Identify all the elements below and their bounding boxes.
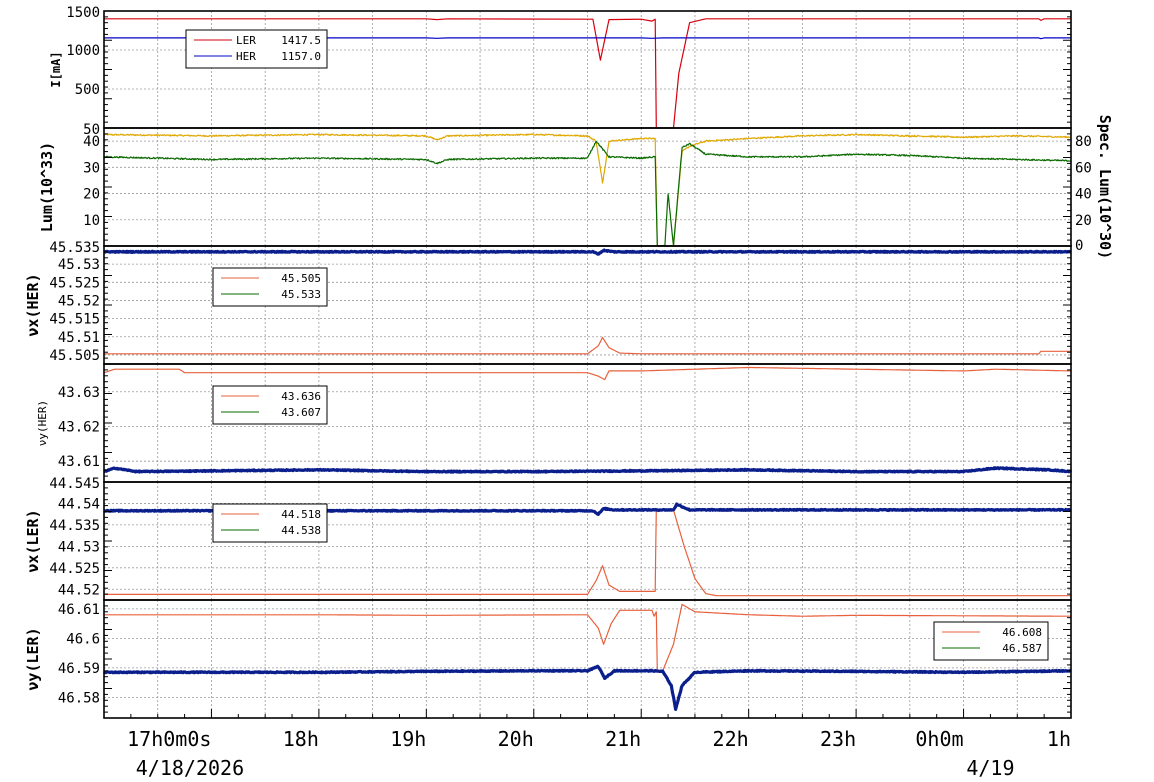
series-line-1-0 <box>103 133 1072 247</box>
y-axis-label: I[mA] <box>49 51 63 87</box>
y-tick-label: 45.51 <box>58 330 100 346</box>
x-tick-label: 1h <box>1047 727 1071 751</box>
x-tick-label: 20h <box>498 727 534 751</box>
x-tick-label: 19h <box>390 727 426 751</box>
y-tick-label: 44.54 <box>58 496 100 512</box>
x-date-label: 4/18/2026 <box>136 756 244 780</box>
legend-value: 45.505 <box>281 272 321 285</box>
y2-tick-label: 0 <box>1075 238 1083 254</box>
y-tick-label: 44.52 <box>58 582 100 598</box>
x-tick-label: 22h <box>713 727 749 751</box>
y2-axis-label: Spec. Lum(10^30) <box>1096 115 1114 260</box>
y-tick-label: 45.525 <box>49 275 100 291</box>
series-line-5-0 <box>103 603 1072 672</box>
y-tick-label: 46.61 <box>58 602 100 618</box>
series-line-5-2 <box>102 664 1073 712</box>
y-tick-label: 45.535 <box>49 240 100 256</box>
legend-box <box>185 29 328 69</box>
x-tick-label: 21h <box>605 727 641 751</box>
y-tick-label: 45.53 <box>58 257 100 273</box>
y-tick-label: 44.525 <box>49 561 100 577</box>
y-tick-label: 45.505 <box>49 348 100 364</box>
legend-value: 46.587 <box>1002 642 1042 655</box>
y-tick-label: 40 <box>83 134 100 150</box>
y2-tick-label: 40 <box>1075 187 1092 203</box>
y-tick-label: 30 <box>83 160 100 176</box>
y-axis-label: νx(HER) <box>24 273 42 336</box>
legend-value: 1157.0 <box>281 50 321 63</box>
series-line-1-1 <box>103 140 1072 247</box>
legend-value: 45.533 <box>281 288 321 301</box>
legend-box <box>212 385 328 425</box>
legend-value: 44.518 <box>281 508 321 521</box>
x-tick-label: 23h <box>820 727 856 751</box>
x-tick-label: 0h0m <box>915 727 963 751</box>
frame-layer <box>103 10 1072 719</box>
series-line-2-0 <box>103 336 1072 355</box>
legend-value: 43.607 <box>281 406 321 419</box>
y-tick-label: 43.61 <box>58 454 100 470</box>
y-axis-label: Lum(10^33) <box>38 142 56 232</box>
y-tick-label: 500 <box>75 82 100 98</box>
x-date-label: 4/19 <box>966 756 1014 780</box>
x-tick-label: 17h0m0s <box>127 727 211 751</box>
y2-tick-label: 60 <box>1075 160 1092 176</box>
series-line-2-2 <box>102 248 1073 256</box>
series-line-0-0 <box>104 18 1071 129</box>
y-axis-label: νx(LER) <box>24 509 42 572</box>
legend-value: 1417.5 <box>281 34 321 47</box>
series-line-3-0 <box>103 366 1072 381</box>
legend-name: HER <box>236 50 256 63</box>
y-tick-label: 46.59 <box>58 661 100 677</box>
y-tick-label: 43.63 <box>58 385 100 401</box>
y-tick-label: 45.52 <box>58 293 100 309</box>
y-tick-label: 44.53 <box>58 539 100 555</box>
y-tick-label: 50 <box>83 122 100 138</box>
y-axis-label: νy(LER) <box>24 627 42 690</box>
y-tick-label: 45.515 <box>49 312 100 328</box>
y-tick-label: 46.6 <box>66 631 100 647</box>
y2-tick-label: 20 <box>1075 213 1092 229</box>
legend-name: LER <box>236 34 256 47</box>
x-tick-label: 18h <box>283 727 319 751</box>
legend-box <box>933 621 1049 661</box>
y2-tick-label: 80 <box>1075 134 1092 150</box>
y-tick-label: 20 <box>83 187 100 203</box>
y-tick-label: 43.62 <box>58 419 100 435</box>
series-line-4-0 <box>103 509 1072 597</box>
text-layer: 1500 1000 500 I[mA] 40 30 20 10 50 Lum(10^33) 80 60… <box>24 5 1114 780</box>
legend-value: 44.538 <box>281 524 321 537</box>
series-line-3-2 <box>102 466 1073 474</box>
y-tick-label: 46.58 <box>58 690 100 706</box>
data-layer: LER 1417.5 HER 1157.0 45.505 45.533 43.636 43.6… <box>102 18 1073 712</box>
y-tick-label: 1000 <box>66 43 100 59</box>
y-tick-label: 44.535 <box>49 518 100 534</box>
y-tick-label: 1500 <box>66 5 100 21</box>
legend-value: 46.608 <box>1002 626 1042 639</box>
legend-box <box>212 503 328 543</box>
legend-box <box>212 267 328 307</box>
legend-value: 43.636 <box>281 390 321 403</box>
series-line-0-1 <box>104 37 1071 40</box>
y-tick-label: 10 <box>83 213 100 229</box>
y-tick-label: 44.545 <box>49 476 100 492</box>
y-axis-label: νy(HER) <box>36 400 49 446</box>
